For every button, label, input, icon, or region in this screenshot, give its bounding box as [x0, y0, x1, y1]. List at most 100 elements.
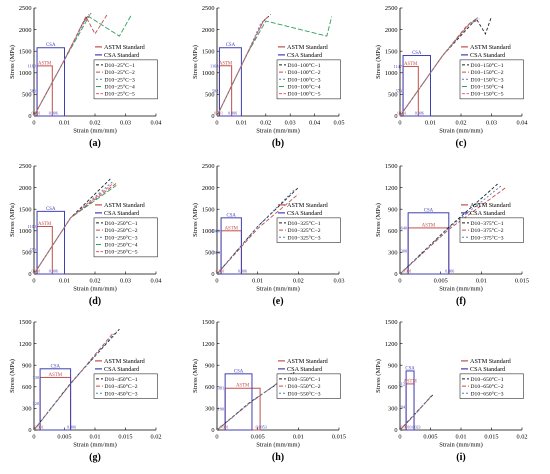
y-tick-label: 1500 — [385, 48, 398, 55]
x-axis-label: Strain (mm/mm) — [73, 286, 117, 293]
astm-box-label: ASTM — [422, 223, 436, 228]
series-line — [33, 185, 117, 275]
y-tick-label: 900 — [22, 362, 31, 369]
half-yield-value-label: 550 — [30, 248, 36, 253]
series-legend-label: D10−250°C−4 — [105, 241, 138, 248]
panel-label: (c) — [455, 138, 466, 149]
strain-left-label: 0.001 — [35, 425, 44, 430]
panel-label: (b) — [272, 138, 284, 149]
x-tick-label: 0.01 — [425, 120, 436, 127]
chart-panel: 0 300 600 900 1200 1500 0 0.005 0.01 0.015 Strain … — [375, 163, 529, 307]
y-tick-label: 1500 — [202, 48, 215, 55]
y-tick-label: 0 — [211, 271, 214, 278]
y-tick-label: 900 — [205, 362, 214, 369]
legend-label: CSA Standard — [287, 366, 323, 373]
series-line — [399, 187, 506, 275]
strain-right-label: 0.0023 — [410, 425, 421, 430]
series-line — [399, 16, 492, 117]
x-tick-label: 0.03 — [285, 120, 296, 127]
legend-label: CSA Standard — [470, 366, 506, 373]
y-tick-label: 900 — [388, 206, 397, 213]
chart-panel: 0 500 1000 1500 2000 2500 0 0.01 0.02 0.03 0.04 0.0… — [192, 5, 345, 149]
strain-right-label: 0.006 — [67, 425, 76, 430]
y-tick-label: 0 — [394, 271, 397, 278]
x-tick-label: 0.01 — [455, 434, 466, 441]
yield-value-label: 1160 — [28, 63, 36, 68]
legend-label: ASTM Standard — [287, 202, 329, 209]
legend-label: CSA Standard — [104, 366, 140, 373]
chart-panel: 0 300 600 900 1200 1500 0 0.005 0.01 0.015 0.02 Str… — [9, 319, 162, 463]
series-legend-label: D10−550°C−1 — [288, 376, 321, 383]
x-tick-label: 0.03 — [120, 278, 131, 285]
csa-box-label: CSA — [227, 213, 237, 218]
series-legend-label: D10−25°C−1 — [105, 62, 136, 69]
x-tick-label: 0.015 — [118, 434, 132, 441]
y-tick-label: 1200 — [202, 341, 215, 348]
half-yield-value-label: 320 — [33, 401, 39, 406]
astm-box-label: ASTM — [236, 384, 250, 389]
y-tick-label: 1200 — [385, 185, 398, 192]
strain-right-label: 0.006 — [49, 269, 58, 274]
series-legend-label: D10−250°C−5 — [105, 249, 138, 256]
y-tick-label: 600 — [388, 384, 397, 391]
series-legend-label: D10−550°C−3 — [288, 390, 321, 397]
x-tick-label: 0.02 — [89, 278, 100, 285]
csa-box-label: CSA — [412, 51, 422, 56]
csa-box-label: CSA — [226, 43, 236, 48]
panel-label: (e) — [272, 296, 283, 307]
y-tick-label: 0 — [211, 427, 214, 434]
y-tick-label: 2000 — [19, 27, 32, 34]
y-tick-label: 500 — [22, 92, 31, 99]
chart-panel: 0 500 1000 1500 2000 2500 0 0.01 0.02 0.03 0.04 Str… — [9, 5, 162, 149]
y-axis-label: Stress (MPa) — [192, 45, 199, 79]
x-axis-label: Strain (mm/mm) — [73, 128, 117, 135]
x-axis-label: Strain (mm/mm) — [439, 128, 483, 135]
y-axis-label: Stress (MPa) — [9, 203, 16, 237]
x-axis-label: Strain (mm/mm) — [256, 128, 300, 135]
series-legend-label: D10−450°C−3 — [105, 390, 138, 397]
y-axis-label: Stress (MPa) — [192, 359, 199, 393]
legend-label: CSA Standard — [287, 52, 323, 59]
strain-left-label: 0.001 — [401, 425, 410, 430]
half-yield-value-label: 573 — [396, 89, 402, 94]
y-tick-label: 1500 — [385, 319, 398, 326]
series-legend-box — [93, 217, 158, 258]
y-tick-label: 0 — [28, 113, 31, 120]
legend-label: ASTM Standard — [287, 44, 329, 51]
legend-label: CSA Standard — [287, 210, 323, 217]
y-axis-label: Stress (MPa) — [375, 359, 382, 393]
series-legend-label: D10−250°C−1 — [105, 220, 138, 227]
x-tick-label: 0.04 — [516, 120, 528, 127]
legend-label: CSA Standard — [104, 52, 140, 59]
yield-value-label: 640 — [401, 225, 407, 230]
series-legend-label: D10−450°C−1 — [105, 376, 138, 383]
x-tick-label: 0 — [215, 434, 218, 441]
x-tick-label: 0.03 — [333, 278, 344, 285]
strain-left-label: 0.001 — [220, 425, 229, 430]
astm-box-label: ASTM — [49, 373, 63, 378]
x-tick-label: 0.01 — [59, 120, 70, 127]
x-tick-label: 0.01 — [293, 434, 304, 441]
strain-right-label: 0.006 — [445, 269, 454, 274]
x-tick-label: 0 — [215, 278, 218, 285]
y-tick-label: 0 — [394, 113, 397, 120]
series-legend-label: D10−150°C−4 — [471, 83, 504, 90]
y-axis-label: Stress (MPa) — [192, 203, 199, 237]
legend-label: CSA Standard — [470, 52, 506, 59]
series-legend-label: D10−375°C−3 — [471, 234, 504, 241]
series-legend-box — [459, 217, 524, 243]
x-tick-label: 0.03 — [120, 120, 131, 127]
series-legend-label: D10−100°C−4 — [288, 83, 321, 90]
y-tick-label: 1200 — [19, 341, 32, 348]
series-legend-label: D10−150°C−1 — [471, 62, 504, 69]
x-tick-label: 0.02 — [516, 434, 527, 441]
legend-label: ASTM Standard — [104, 44, 146, 51]
x-tick-label: 0 — [398, 278, 401, 285]
series-legend-label: D10−150°C−5 — [471, 91, 504, 98]
half-yield-value-label: 580 — [30, 88, 36, 93]
x-tick-label: 0.01 — [59, 278, 70, 285]
x-tick-label: 0 — [32, 278, 35, 285]
series-line — [216, 16, 333, 117]
x-axis-label: Strain (mm/mm) — [73, 442, 117, 449]
series-legend-label: D10−150°C−3 — [471, 76, 504, 83]
